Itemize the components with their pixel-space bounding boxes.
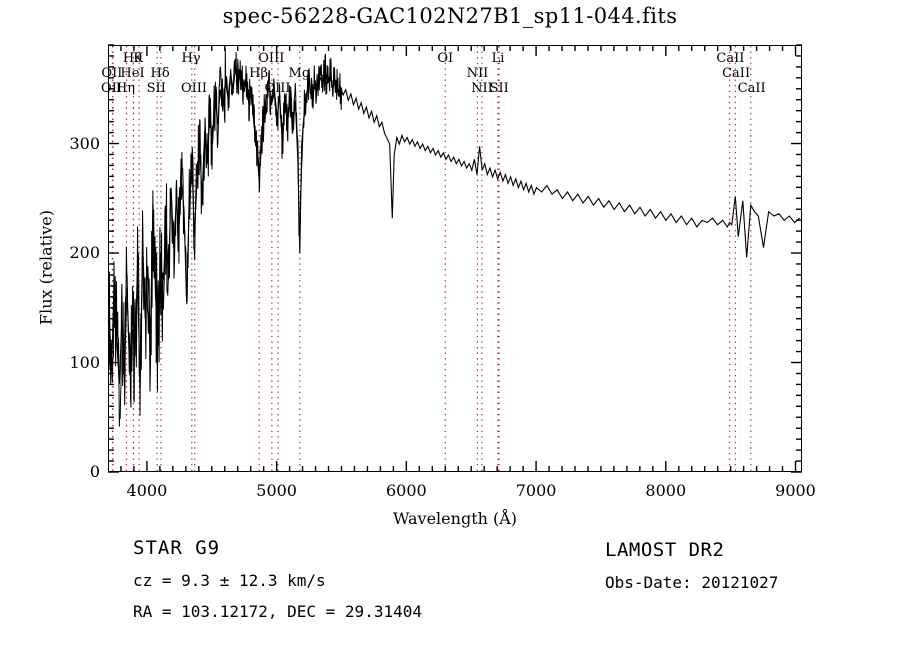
survey-label: LAMOST DR2 [605, 539, 725, 561]
x-tick-label: 7000 [515, 481, 557, 500]
spectral-line-label: OII [101, 81, 122, 96]
spectral-line-label: SII [489, 81, 509, 96]
spectral-line-label: CaII [722, 66, 751, 81]
spectral-line-label: Mg [288, 66, 311, 81]
spectral-line-label: OI [437, 51, 454, 66]
spectral-line-label: CaII [716, 51, 745, 66]
object-type-label: STAR G9 [133, 537, 221, 559]
obs-date-label: Obs-Date: 20121027 [605, 573, 779, 592]
y-tick-label: 300 [69, 133, 100, 153]
x-tick-label: 5000 [256, 481, 297, 500]
spectral-line-label: OIII [180, 81, 208, 96]
spectral-line-label: SII [146, 81, 166, 96]
y-tick-label: 100 [69, 352, 100, 372]
spectral-line-label: OII [101, 66, 123, 81]
spectral-line-label: Hδ [150, 66, 170, 81]
spectral-line-label: Hθ [122, 51, 143, 66]
y-tick-label: 200 [69, 243, 100, 263]
x-tick-label: 9000 [775, 481, 816, 500]
flux-trace-noise [109, 48, 343, 427]
spectral-line-label: Hβ [249, 66, 269, 81]
spectral-line-label: CaII [737, 81, 766, 96]
spectrum-curve [109, 48, 801, 427]
flux-trace [109, 65, 801, 390]
spectral-line-label: Hη [115, 81, 136, 96]
page-title: spec-56228-GAC102N27B1_sp11-044.fits [222, 4, 678, 28]
spectral-line-label: NII [466, 66, 489, 81]
coordinates-label: RA = 103.12172, DEC = 29.31404 [133, 602, 422, 621]
spectral-line-label: K [133, 51, 144, 66]
spectral-line-label: Hγ [181, 51, 201, 66]
x-tick-label: 6000 [385, 481, 427, 500]
x-tick-label: 8000 [645, 481, 687, 500]
redshift-velocity-label: cz = 9.3 ± 12.3 km/s [133, 571, 326, 590]
y-tick-label: 0 [89, 462, 100, 481]
x-axis-title: Wavelength (Å) [392, 509, 518, 528]
spectral-line-label: NII [471, 81, 493, 96]
y-axis-title: Flux (relative) [36, 210, 56, 325]
spectral-line-label: OIII [264, 81, 291, 96]
spectral-line-label: Li [491, 51, 505, 66]
spectral-line-label: HeI [120, 66, 145, 81]
x-tick-label: 4000 [126, 481, 168, 500]
spectral-line-label: OIII [258, 51, 285, 66]
plot-area [108, 45, 802, 472]
